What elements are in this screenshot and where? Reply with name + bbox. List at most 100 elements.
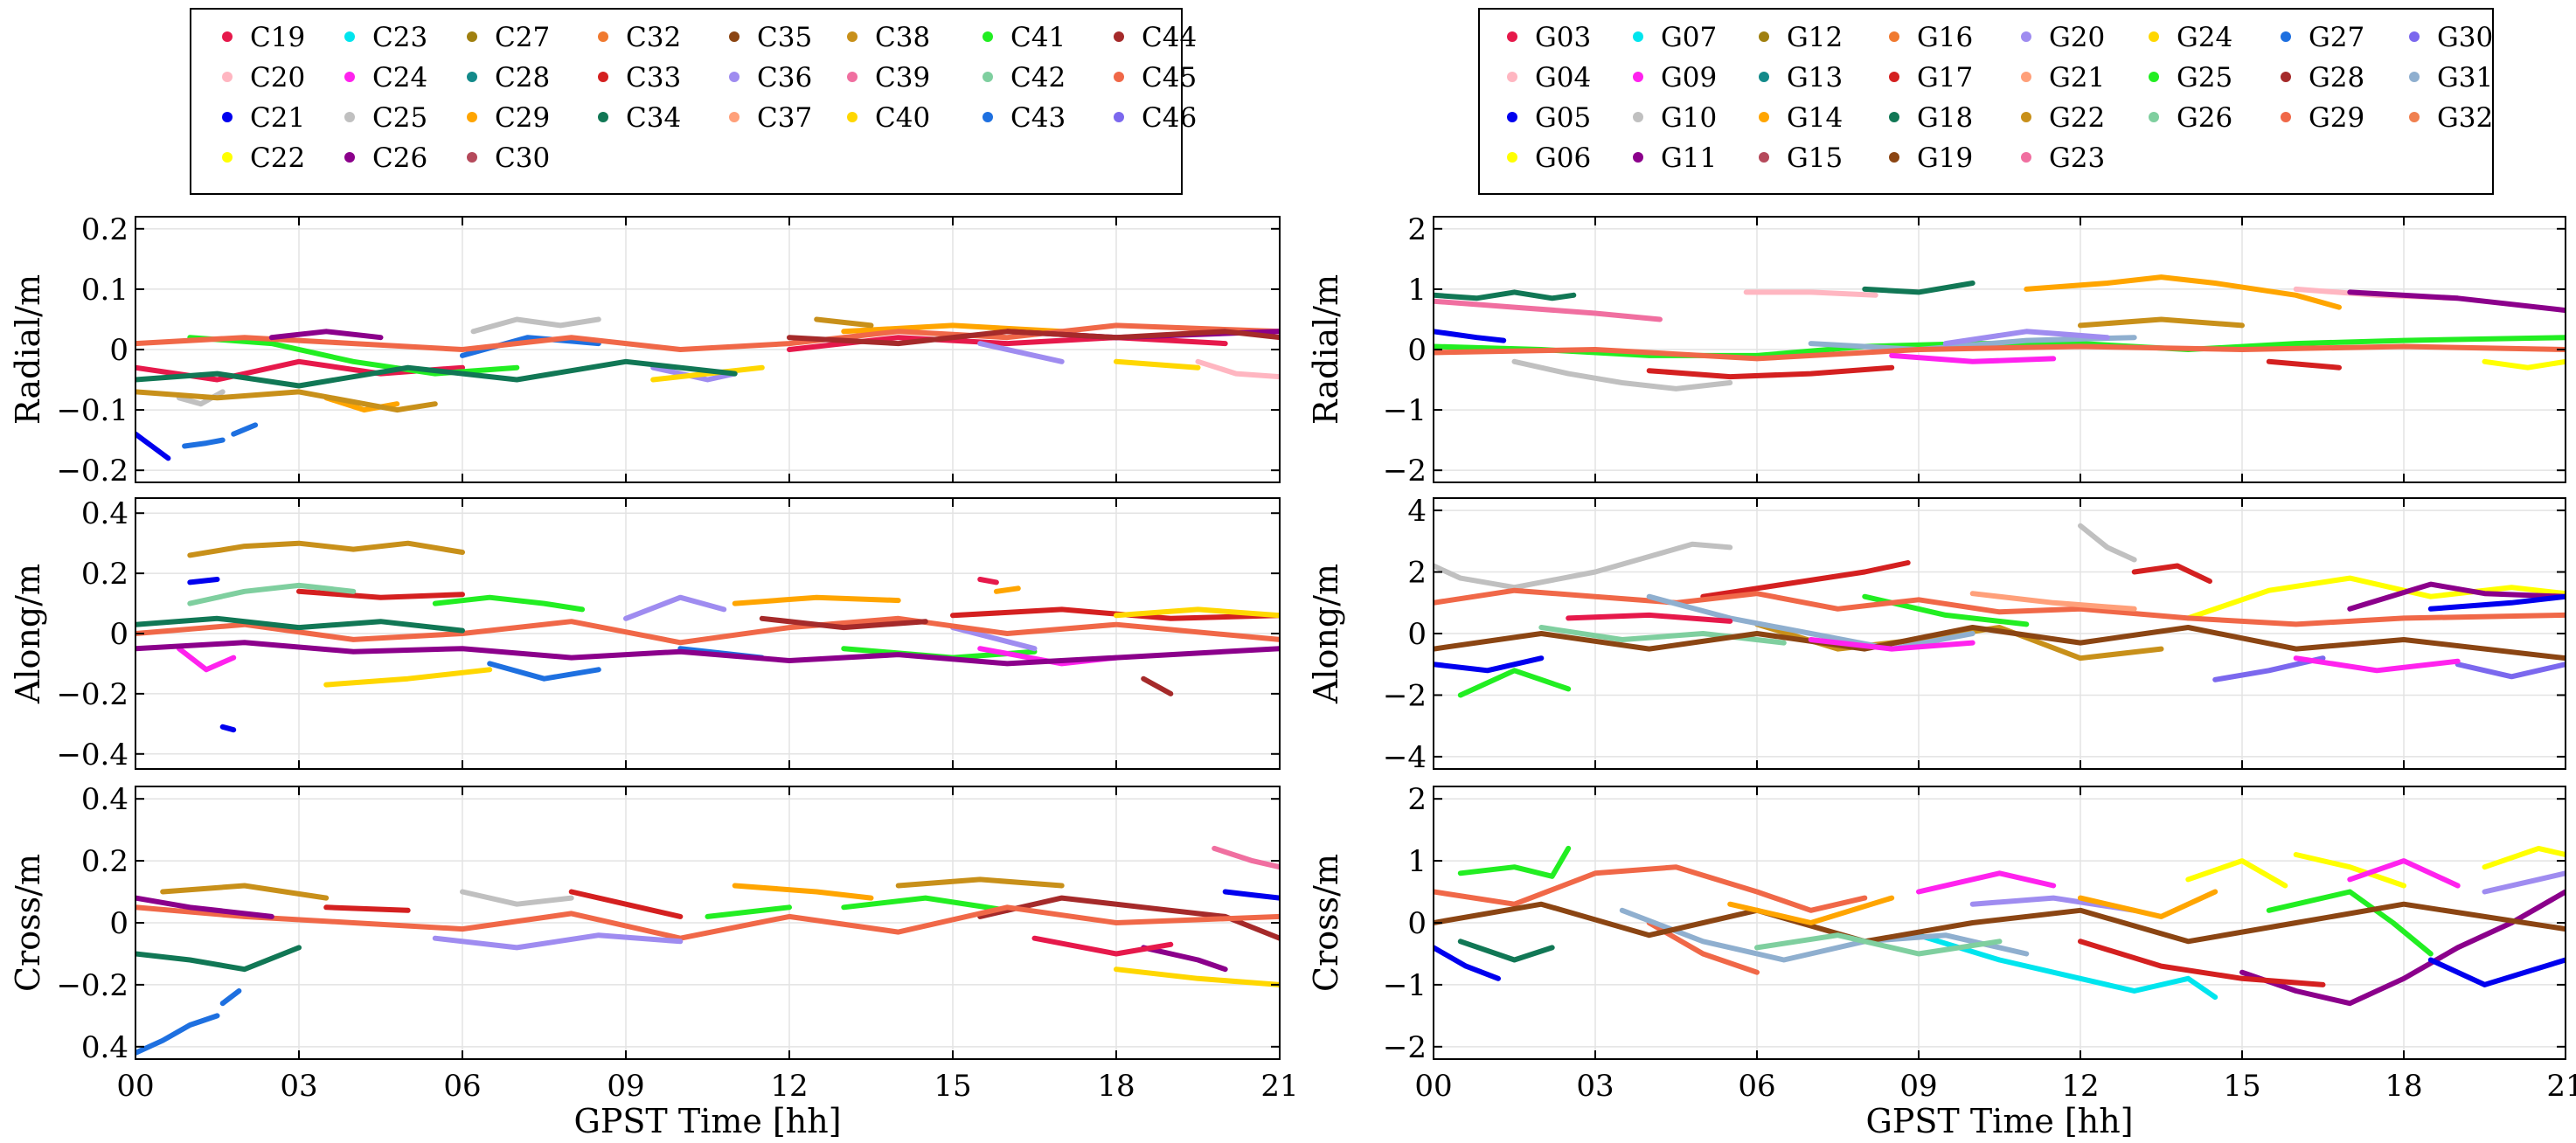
legend-label-g15: G15 <box>1787 142 1843 174</box>
legend-marker-c24 <box>344 72 355 82</box>
legend-label-g11: G11 <box>1661 142 1717 174</box>
series-line-c29 <box>993 585 1021 594</box>
series-line-c36 <box>650 364 738 383</box>
legend-label-g26: G26 <box>2177 102 2232 134</box>
series-line-g17 <box>2131 563 2212 585</box>
y-tick-label: −0.2 <box>56 677 128 712</box>
series-line-g04 <box>1743 289 1878 298</box>
series-line-g18 <box>1457 939 1555 963</box>
legend-marker-c21 <box>222 112 233 122</box>
legend-label-c33: C33 <box>626 62 681 94</box>
series-line-g06 <box>2293 852 2406 889</box>
series-line-c45 <box>135 615 1280 646</box>
bds-orbit-error-chart: C19 C23 C27 C32 C35 C38 C41 C44 C20 C24 C28 C33 C36 C… <box>9 8 1299 1140</box>
y-axis-label: Cross/m <box>1307 854 1345 992</box>
legend-label-c42: C42 <box>1010 62 1066 94</box>
series-line-g11 <box>2347 289 2566 314</box>
legend-label-c23: C23 <box>372 22 427 53</box>
legend-marker-g13 <box>1759 72 1769 82</box>
x-tick-label: 03 <box>1576 1069 1614 1104</box>
series-group <box>135 540 1280 733</box>
series-line-g20 <box>1942 329 2110 347</box>
series-line-g09 <box>1808 637 1975 652</box>
legend-marker-c39 <box>847 72 858 82</box>
legend-marker-c26 <box>344 152 355 163</box>
legend-label-c35: C35 <box>757 22 812 53</box>
x-tick-label: 06 <box>1738 1069 1775 1104</box>
series-line-c39 <box>1212 845 1280 870</box>
legend-marker-g23 <box>2021 152 2031 163</box>
legend-marker-c34 <box>598 112 608 122</box>
series-line-g26 <box>1754 932 2003 957</box>
series-line-c36 <box>432 932 684 951</box>
series-line-g30 <box>2212 655 2326 682</box>
legend-marker-g28 <box>2281 72 2291 82</box>
legend-marker-g16 <box>1889 31 1899 42</box>
legend-marker-g31 <box>2409 72 2420 82</box>
series-line-g18 <box>1862 281 1975 295</box>
series-line-g05 <box>2427 957 2566 987</box>
legend-label-g18: G18 <box>1917 102 1973 134</box>
series-line-c42 <box>187 582 357 606</box>
series-line-c29 <box>732 883 874 901</box>
series-line-c24 <box>176 646 237 673</box>
legend-label-c36: C36 <box>757 62 812 94</box>
series-line-c33 <box>568 889 684 919</box>
legend-marker-g25 <box>2149 72 2159 82</box>
series-line-g21 <box>1969 591 2137 612</box>
x-tick-label: 09 <box>607 1069 644 1104</box>
x-tick-label: 12 <box>2061 1069 2099 1104</box>
legend-label-c45: C45 <box>1142 62 1197 94</box>
legend-label-g07: G07 <box>1661 22 1717 53</box>
y-tick-label: −0.1 <box>56 393 128 428</box>
series-group <box>1434 845 2566 1007</box>
y-tick-label: 0.1 <box>81 273 128 308</box>
series-line-c43 <box>219 988 242 1007</box>
series-line-c44 <box>787 329 1280 347</box>
y-tick-label: 1 <box>1407 273 1427 308</box>
y-tick-label: 0.4 <box>81 782 128 817</box>
legend-marker-g32 <box>2409 112 2420 122</box>
legend-marker-c41 <box>982 31 993 42</box>
legend-marker-c27 <box>467 31 477 42</box>
legend-marker-g24 <box>2149 31 2159 42</box>
legend-marker-c45 <box>1114 72 1124 82</box>
legend-marker-g27 <box>2281 31 2291 42</box>
x-tick-label: 00 <box>1414 1069 1452 1104</box>
series-line-g05 <box>1434 329 1507 343</box>
legend-label-g09: G09 <box>1661 62 1717 94</box>
y-tick-label: 0 <box>109 617 128 652</box>
series-line-g07 <box>1916 932 2218 1001</box>
x-tick-label: 09 <box>1899 1069 1937 1104</box>
series-line-g05 <box>1434 655 1545 674</box>
series-line-g05 <box>2427 593 2566 612</box>
series-line-g14 <box>2078 889 2218 919</box>
series-line-g19 <box>1434 625 2566 662</box>
series-line-g14 <box>2024 274 2342 310</box>
series-line-g03 <box>1566 612 1733 624</box>
series-line-g17 <box>2266 358 2342 371</box>
series-line-c44 <box>1141 675 1174 696</box>
legend-marker-g29 <box>2281 112 2291 122</box>
legend-label-c41: C41 <box>1010 22 1066 53</box>
legend-label-c19: C19 <box>250 22 305 53</box>
series-line-c20 <box>1195 358 1280 380</box>
y-tick-label: 0.4 <box>81 496 128 531</box>
series-line-g29 <box>1434 587 2566 627</box>
series-line-g31 <box>1808 335 2137 352</box>
series-line-g05 <box>1434 945 1501 981</box>
legend-label-g22: G22 <box>2049 102 2105 134</box>
legend-label-g17: G17 <box>1917 62 1973 94</box>
x-tick-label: 12 <box>770 1069 808 1104</box>
legend-marker-c28 <box>467 72 477 82</box>
legend-marker-c23 <box>344 31 355 42</box>
legend-marker-g06 <box>1507 152 1517 163</box>
series-line-c19 <box>977 577 999 585</box>
y-tick-label: −2 <box>1383 454 1427 488</box>
series-line-g09 <box>2293 655 2461 674</box>
x-tick-label: 15 <box>2223 1069 2260 1104</box>
x-tick-label: 06 <box>443 1069 481 1104</box>
series-line-c40 <box>1114 358 1201 371</box>
y-tick-label: −1 <box>1383 393 1427 428</box>
